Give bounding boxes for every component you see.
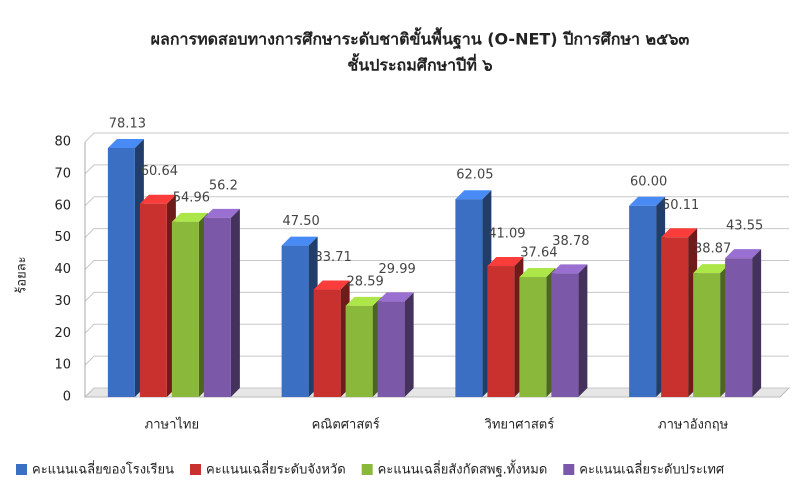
y-tick-label: 70 <box>54 166 71 181</box>
bar-top <box>693 264 730 274</box>
grid-line <box>84 132 789 143</box>
x-tick-label: ภาษาอังกฤษ <box>658 418 729 433</box>
value-label: 38.87 <box>694 242 731 257</box>
bar-front <box>661 237 689 397</box>
y-tick-label: 0 <box>63 390 71 405</box>
y-tick-label: 40 <box>54 262 71 277</box>
bar-front <box>171 221 199 397</box>
bar-top <box>661 228 698 238</box>
bar <box>377 292 414 397</box>
bar <box>487 257 524 397</box>
value-label: 41.09 <box>488 227 525 242</box>
value-label: 50.11 <box>662 198 699 213</box>
bar-front <box>693 273 721 397</box>
grid-line <box>84 228 789 238</box>
bar <box>661 228 698 397</box>
bar-top <box>725 249 762 259</box>
bar <box>313 280 350 397</box>
bar <box>693 264 730 397</box>
bar <box>345 296 382 397</box>
value-label: 62.05 <box>456 168 493 183</box>
grid-line <box>84 164 789 175</box>
value-label: 28.59 <box>347 274 384 289</box>
bar <box>725 249 762 397</box>
bar-front <box>551 273 579 397</box>
bar-side <box>578 264 588 397</box>
bar-top <box>629 196 666 206</box>
bar-top <box>377 292 414 302</box>
legend-label: คะแนนเฉลี่ยระดับประเทศ <box>579 461 725 478</box>
bar-front <box>455 199 483 397</box>
y-tick-label: 80 <box>54 135 71 150</box>
chart-title: ผลการทดสอบทางการศึกษาระดับชาติขั้นพื้นฐา… <box>151 27 690 50</box>
bar-top <box>455 190 492 200</box>
x-tick-label: ภาษาไทย <box>145 417 199 433</box>
legend-swatch <box>190 464 201 475</box>
y-axis-label: ร้อยละ <box>15 256 30 293</box>
chart-subtitle: ชั้นประถมศึกษาปีที่ ๖ <box>347 53 492 75</box>
bar-front <box>281 245 309 397</box>
bar-front <box>487 266 515 397</box>
x-tick-label: คณิตศาสตร์ <box>312 417 380 433</box>
value-label: 43.55 <box>726 219 763 234</box>
bar <box>519 268 556 397</box>
bar-front <box>139 203 167 397</box>
bar-top <box>203 208 240 218</box>
value-label: 38.78 <box>552 234 589 249</box>
value-label: 60.64 <box>141 164 178 179</box>
value-label: 29.99 <box>379 262 416 277</box>
value-label: 54.96 <box>173 190 210 205</box>
bar-front <box>377 301 405 397</box>
legend-swatch <box>563 464 575 475</box>
bar <box>455 190 492 397</box>
value-label: 78.13 <box>109 116 146 131</box>
bar-side <box>230 208 240 397</box>
y-tick-label: 20 <box>54 326 71 341</box>
bar <box>107 138 144 397</box>
y-tick-label: 30 <box>54 294 71 309</box>
value-label: 37.64 <box>520 246 557 261</box>
bar-side <box>752 249 762 397</box>
bar <box>629 196 666 397</box>
x-tick-label: วิทยาศาสตร์ <box>484 417 554 433</box>
bar-front <box>629 205 657 397</box>
bar-front <box>313 289 341 397</box>
bar-front <box>519 277 547 397</box>
legend-label: คะแนนเฉลี่ยของโรงเรียน <box>32 461 174 478</box>
y-tick-label: 50 <box>54 230 71 245</box>
bar <box>139 194 176 397</box>
value-label: 47.50 <box>283 214 320 229</box>
y-tick-label: 10 <box>54 358 71 373</box>
bar-top <box>171 212 208 222</box>
bar-front <box>203 217 231 397</box>
bar-front <box>725 258 753 397</box>
legend-swatch <box>16 464 27 475</box>
bar-top <box>345 296 382 306</box>
bar-front <box>345 305 373 397</box>
bar-top <box>487 257 524 267</box>
legend-swatch <box>361 464 373 475</box>
legend-label: คะแนนเฉลี่ยระดับจังหวัด <box>206 461 346 478</box>
value-label: 33.71 <box>315 250 352 265</box>
bar <box>203 208 240 397</box>
bar <box>281 236 318 397</box>
bar-front <box>107 147 135 397</box>
bar-top <box>139 194 176 204</box>
value-label: 60.00 <box>630 174 667 189</box>
bar <box>171 212 208 397</box>
value-label: 56.2 <box>209 178 238 193</box>
bar-top <box>281 236 318 246</box>
bar-top <box>107 138 144 148</box>
grid-line <box>84 196 789 207</box>
bar-top <box>313 280 350 290</box>
bar-top <box>551 264 588 274</box>
bar-top <box>519 268 556 278</box>
grid-line <box>84 260 789 270</box>
bar <box>551 264 588 397</box>
bar-side <box>404 292 414 397</box>
y-tick-label: 60 <box>54 198 71 213</box>
legend-label: คะแนนเฉลี่ยสังกัดสพฐ.ทั้งหมด <box>378 460 548 478</box>
